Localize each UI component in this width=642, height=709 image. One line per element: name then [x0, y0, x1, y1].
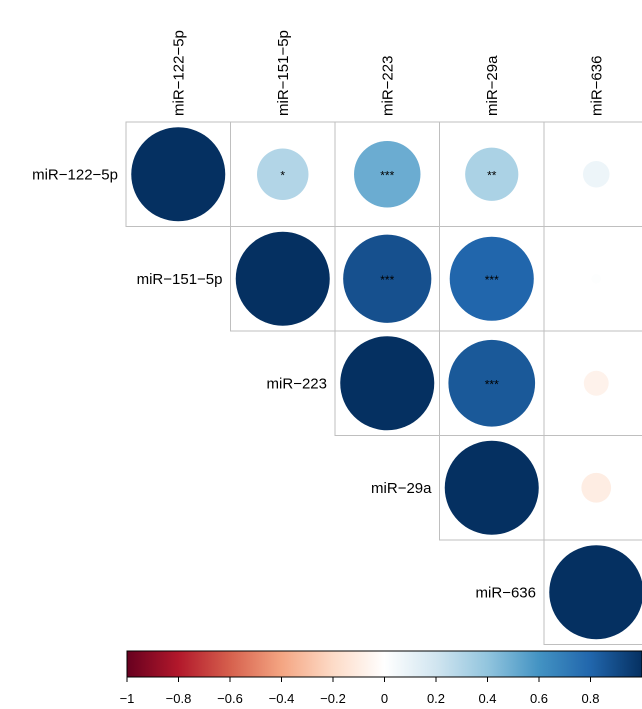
column-label: miR−223	[379, 56, 396, 116]
correlation-circle	[581, 472, 612, 503]
colorbar-tick-label: −0.6	[217, 691, 243, 706]
column-label: miR−151−5p	[275, 30, 292, 116]
significance-markers: * *** ***** ******	[280, 168, 499, 391]
colorbar-tick-label: −0.8	[166, 691, 192, 706]
correlation-circle	[582, 160, 610, 188]
correlation-circle	[549, 545, 642, 640]
column-label: miR−122−5p	[170, 30, 187, 116]
grid-cell	[543, 539, 642, 645]
row-label: miR−636	[476, 584, 536, 601]
colorbar-tick-label: 0.8	[581, 691, 599, 706]
colorbar-tick-label: −0.4	[269, 691, 295, 706]
correlation-circle	[131, 127, 226, 222]
significance-marker: ***	[485, 273, 499, 287]
correlation-circle	[354, 141, 421, 208]
row-label: miR−29a	[371, 480, 432, 497]
colorbar-ticks: −1 −0.8 −0.6 −0.4 −0.2 0 0.2 0.4 0.6 0.8	[120, 677, 600, 706]
correlation-circles	[131, 127, 642, 640]
colorbar	[126, 650, 642, 678]
row-label: miR−122−5p	[32, 166, 118, 183]
colorbar-tick-label: 0.2	[427, 691, 445, 706]
correlation-circle	[340, 336, 435, 431]
significance-marker: ***	[485, 377, 499, 391]
correlation-circle	[343, 234, 432, 323]
correlation-circle	[449, 236, 534, 321]
correlation-circle	[235, 231, 330, 326]
correlation-circle	[257, 148, 309, 200]
significance-marker: *	[280, 168, 285, 182]
colorbar-tick-label: 0.6	[530, 691, 548, 706]
correlation-circle	[444, 440, 539, 535]
column-label: miR−636	[588, 56, 605, 116]
colorbar-tick-label: −0.2	[320, 691, 346, 706]
significance-marker: ***	[380, 273, 394, 287]
row-label: miR−151−5p	[137, 271, 223, 288]
correlation-circle	[465, 147, 519, 201]
colorbar-tick-label: −1	[120, 691, 135, 706]
row-labels: miR−122−5p miR−151−5p miR−223 miR−29a miR−63…	[32, 166, 536, 601]
correlation-circle	[591, 274, 601, 284]
correlation-circle	[448, 339, 536, 427]
grid-cells	[125, 121, 642, 645]
row-label: miR−223	[267, 375, 327, 392]
column-label: miR−29a	[484, 55, 501, 116]
colorbar-tick-label: 0.4	[478, 691, 496, 706]
significance-marker: ***	[380, 168, 394, 182]
colorbar-tick-label: 0	[381, 691, 388, 706]
significance-marker: **	[487, 168, 497, 182]
correlation-circle	[583, 370, 609, 396]
column-labels: miR−122−5p miR−151−5p miR−223 miR−29a miR−63…	[170, 30, 605, 116]
colorbar-gradient	[126, 650, 642, 678]
